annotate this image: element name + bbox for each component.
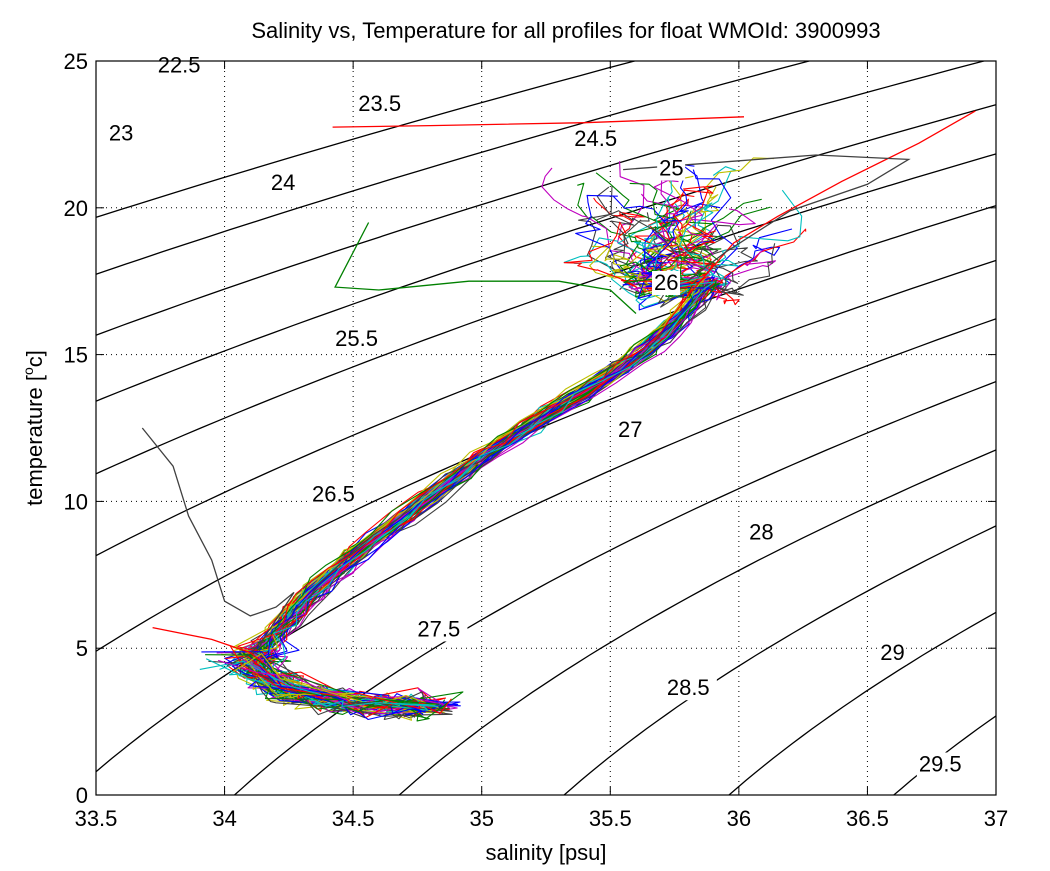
profile-line	[235, 209, 708, 709]
y-tick-label: 10	[64, 489, 88, 514]
profile-line	[686, 110, 976, 297]
x-tick-label: 35.5	[589, 806, 632, 831]
chart-title: Salinity vs, Temperature for all profile…	[251, 18, 880, 43]
contour-label-backing	[657, 156, 686, 181]
profile-line	[232, 242, 706, 712]
x-tick-label: 35	[469, 806, 493, 831]
plot-background	[96, 61, 996, 795]
profile-line	[248, 174, 711, 709]
contour-label: 27.5	[417, 616, 460, 641]
contour-label: 26	[654, 270, 678, 295]
contour-label-backing	[664, 676, 717, 701]
profile-line	[233, 652, 363, 703]
grid-lines	[96, 61, 996, 795]
axis-ticks: 33.5 34 34.5 35 35.5 36 36.5 37 0 5 10 15 20 25	[64, 49, 1009, 831]
contour-label-backing	[916, 752, 969, 777]
x-tick-label: 36.5	[846, 806, 889, 831]
contour-label: 27	[618, 417, 642, 442]
contour-label-backing	[155, 53, 208, 78]
density-contour-line	[96, 205, 996, 557]
contour-label: 28	[749, 520, 773, 545]
density-contour-line	[96, 61, 987, 336]
x-tick-label: 34.5	[332, 806, 375, 831]
contour-label: 24	[271, 170, 295, 195]
x-tick-label: 34	[212, 806, 236, 831]
profile-line	[141, 427, 295, 655]
contour-label-backing	[415, 617, 468, 642]
contour-label: 22.5	[158, 53, 201, 78]
profile-line	[199, 660, 356, 694]
contour-label-backing	[572, 127, 625, 152]
y-tick-label: 20	[64, 196, 88, 221]
y-tick-label: 15	[64, 343, 88, 368]
y-axis-label-end: c]	[22, 350, 47, 367]
profile-line	[231, 177, 711, 721]
contour-label-backing	[268, 171, 297, 196]
contour-label: 24.5	[574, 126, 617, 151]
contour-label: 23	[109, 120, 133, 145]
density-contour-line	[96, 318, 996, 773]
density-contour-line	[1026, 32, 1050, 825]
x-tick-label: 37	[984, 806, 1008, 831]
density-contour-line	[728, 611, 996, 795]
density-contour-line	[96, 61, 812, 275]
profile-line	[205, 654, 361, 701]
profile-line	[217, 659, 348, 702]
y-tick-label: 5	[76, 636, 88, 661]
density-contour-line	[398, 449, 996, 795]
profile-line	[201, 651, 340, 696]
x-tick-label: 36	[727, 806, 751, 831]
profile-line	[152, 626, 264, 664]
contour-label-backing	[616, 417, 644, 442]
y-axis-label-main: temperature [	[22, 375, 47, 506]
contour-label-backing	[356, 91, 409, 116]
density-contour-line	[96, 153, 996, 475]
profile-line	[334, 222, 637, 314]
density-contour-line	[96, 61, 638, 219]
y-tick-label: 0	[76, 783, 88, 808]
profile-line	[263, 202, 715, 707]
contour-label-backing	[878, 640, 907, 665]
contour-label-backing	[310, 482, 362, 507]
contour-label: 25.5	[335, 326, 378, 351]
profile-line	[224, 653, 330, 702]
contour-label: 23.5	[358, 91, 401, 116]
contour-label: 25	[659, 156, 683, 181]
contour-label-backing	[747, 520, 776, 545]
x-axis-label: salinity [psu]	[485, 840, 606, 865]
density-contour-line	[96, 104, 996, 402]
y-tick-label: 25	[64, 49, 88, 74]
x-tick-label: 33.5	[75, 806, 118, 831]
contour-label-backing	[333, 326, 386, 351]
contour-labels: 22.5 23 23.5 24 24.5 25 25.5 26 26.5 27 27.5 28 28.5…	[106, 53, 969, 777]
plot-area: 22.5 23 23.5 24 24.5 25 25.5 26 26.5 27 27.5 28 28.5…	[64, 32, 1050, 831]
profile-line	[623, 154, 911, 282]
y-axis-label-superscript: o	[20, 367, 36, 375]
profile-line	[247, 186, 704, 718]
contour-label: 26.5	[312, 481, 355, 506]
axes-box	[95, 60, 997, 796]
contour-label-backing	[106, 121, 135, 146]
profile-line	[332, 116, 745, 128]
contour-label: 29	[880, 640, 904, 665]
contour-label: 29.5	[919, 752, 962, 777]
y-axis-label: temperature [oc]	[20, 350, 47, 506]
contour-label: 28.5	[667, 675, 710, 700]
contour-label-backing	[652, 271, 680, 296]
